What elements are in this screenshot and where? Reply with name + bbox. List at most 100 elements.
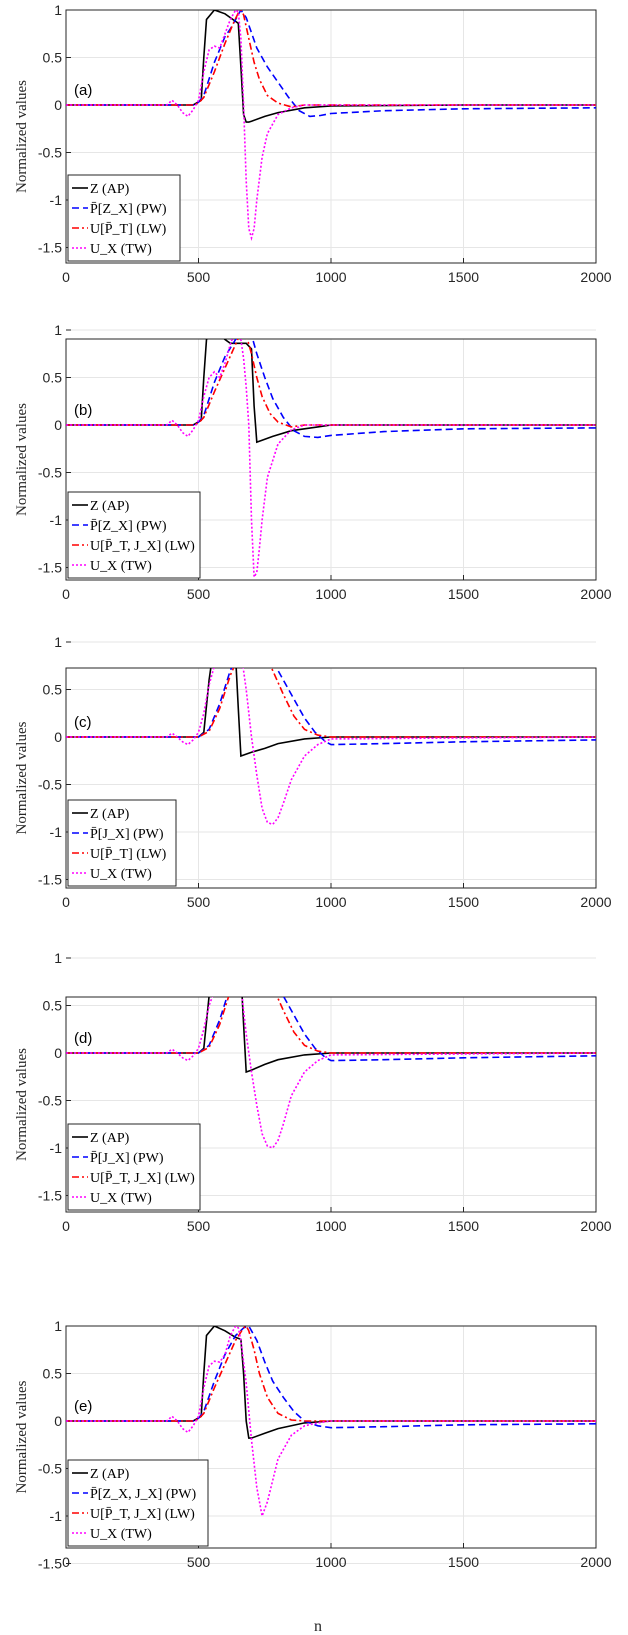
y-tick-label: -1.5 [38, 872, 62, 888]
y-tick-label: 0.5 [43, 50, 63, 66]
y-tick-label: -1 [50, 1508, 63, 1524]
legend-entry: U_X (TW) [90, 242, 152, 257]
x-tick-label: 1500 [448, 1218, 479, 1234]
x-tick-label: 2000 [580, 894, 611, 910]
legend-entry: P̄[Z_X] (PW) [90, 201, 167, 217]
y-tick-label: -1.5 [38, 1188, 62, 1204]
series-ap-line [66, 997, 596, 1074]
x-tick-label: 2000 [580, 269, 611, 285]
y-tick-label: 1 [54, 1318, 62, 1334]
x-tick-label: 0 [62, 269, 70, 285]
x-tick-label: 500 [187, 1554, 211, 1570]
panel-label: (d) [74, 1030, 92, 1047]
y-axis-label: Normalized values [14, 1380, 30, 1493]
series-lw-line [66, 668, 596, 738]
y-tick-label: -0.5 [38, 777, 62, 793]
y-tick-label: 0.5 [43, 1366, 63, 1382]
panel-d: 0 500 1000 1500 2000 1 0.5 0 -0.5 -1 -1.5 Normalize… [14, 950, 612, 1234]
panel-c: 0 500 1000 1500 2000 1 0.5 0 -0.5 -1 -1.5 Normalize… [14, 634, 612, 910]
legend [67, 491, 201, 579]
x-axis-label: n [314, 1618, 322, 1635]
panel-b: 0 500 1000 1500 2000 1 0.5 0 -0.5 -1 -1.5 Normalize… [14, 322, 612, 602]
series-pw-line [66, 339, 596, 439]
x-tick-label: 0 [62, 894, 70, 910]
y-tick-label: -1 [50, 512, 63, 528]
legend-entry: P̄[J_X] (PW) [90, 1150, 164, 1166]
legend-entry: U[P̄_T] (LW) [90, 846, 167, 862]
y-tick-label: 0 [54, 1413, 62, 1429]
legend-entry: U_X (TW) [90, 1527, 152, 1542]
y-tick-label: -0.5 [38, 1093, 62, 1109]
x-tick-label: 2000 [580, 1554, 611, 1570]
x-tick-label: 1500 [448, 1554, 479, 1570]
legend-entry: U[P̄_T, J_X] (LW) [90, 1170, 195, 1186]
panel-label: (e) [74, 1398, 92, 1415]
legend-entry: U[P̄_T, J_X] (LW) [90, 538, 195, 554]
series-tw-line [66, 668, 596, 826]
y-tick-label: -1 [50, 824, 63, 840]
x-tick-label: 1000 [315, 1218, 346, 1234]
series-pw-line [66, 1326, 596, 1429]
y-tick-label: -0.5 [38, 145, 62, 161]
panel-e: 0 500 1000 1500 2000 1 0.5 0 -0.5 -1 -1.5 Normalize… [14, 1318, 612, 1572]
series-tw-line [66, 1326, 596, 1519]
legend-entry: U_X (TW) [90, 867, 152, 882]
panel-label: (c) [74, 714, 92, 731]
y-tick-label: -1.5 [38, 560, 62, 576]
legend [67, 174, 181, 262]
series-tw-line [66, 10, 596, 241]
series-ap-line [66, 10, 596, 123]
y-tick-label: -1 [50, 1140, 63, 1156]
series-lw-line [66, 10, 596, 108]
y-axis-label: Normalized values [14, 80, 30, 193]
y-tick-label: 0 [54, 417, 62, 433]
legend-entry: U[P̄_T] (LW) [90, 221, 167, 237]
legend-entry: P̄[J_X] (PW) [90, 826, 164, 842]
legend-entry: Z (AP) [90, 1131, 130, 1146]
panel-label: (b) [74, 402, 92, 419]
x-tick-label: 0 [62, 1554, 70, 1570]
x-tick-label: 1500 [448, 269, 479, 285]
x-tick-label: 1000 [315, 269, 346, 285]
x-tick-label: 2000 [580, 1218, 611, 1234]
legend [67, 799, 177, 887]
y-tick-label: 1 [54, 634, 62, 650]
legend [67, 1123, 201, 1211]
legend-entry: P̄[Z_X, J_X] (PW) [90, 1486, 196, 1502]
y-tick-label: 1 [54, 950, 62, 966]
series-ap-line [66, 668, 596, 758]
panel-label: (a) [74, 82, 92, 99]
y-axis-label: Normalized values [14, 721, 30, 834]
x-tick-label: 1000 [315, 1554, 346, 1570]
series-lw-line [66, 1326, 596, 1422]
y-axis-label: Normalized values [14, 1048, 30, 1161]
series-lw-line [66, 339, 596, 428]
legend-entry: U[P̄_T, J_X] (LW) [90, 1506, 195, 1522]
y-tick-label: 0.5 [43, 370, 63, 386]
x-tick-label: 500 [187, 586, 211, 602]
panel-a: 0 500 1000 1500 2000 1 0.5 0 -0.5 -1 -1.5 Normalize… [14, 2, 612, 285]
x-tick-label: 1500 [448, 894, 479, 910]
y-tick-label: 0 [54, 97, 62, 113]
series-tw-line [66, 997, 596, 1149]
y-tick-label: -1.5 [38, 240, 62, 256]
legend-entry: Z (AP) [90, 182, 130, 197]
y-tick-label: 0.5 [43, 682, 63, 698]
legend-entry: U_X (TW) [90, 1191, 152, 1206]
x-tick-label: 500 [187, 894, 211, 910]
y-tick-label: -1.5 [38, 1556, 62, 1572]
y-tick-label: 1 [54, 2, 62, 18]
series-lw-line [66, 997, 596, 1054]
y-tick-label: 1 [54, 322, 62, 338]
y-tick-label: 0.5 [43, 998, 63, 1014]
y-tick-label: -0.5 [38, 1461, 62, 1477]
series-ap-line [66, 339, 596, 444]
y-tick-label: -0.5 [38, 465, 62, 481]
legend-entry: P̄[Z_X] (PW) [90, 518, 167, 534]
x-tick-label: 0 [62, 1218, 70, 1234]
legend-entry: U_X (TW) [90, 559, 152, 574]
x-tick-label: 2000 [580, 586, 611, 602]
series-pw-line [66, 668, 596, 746]
x-tick-label: 0 [62, 586, 70, 602]
